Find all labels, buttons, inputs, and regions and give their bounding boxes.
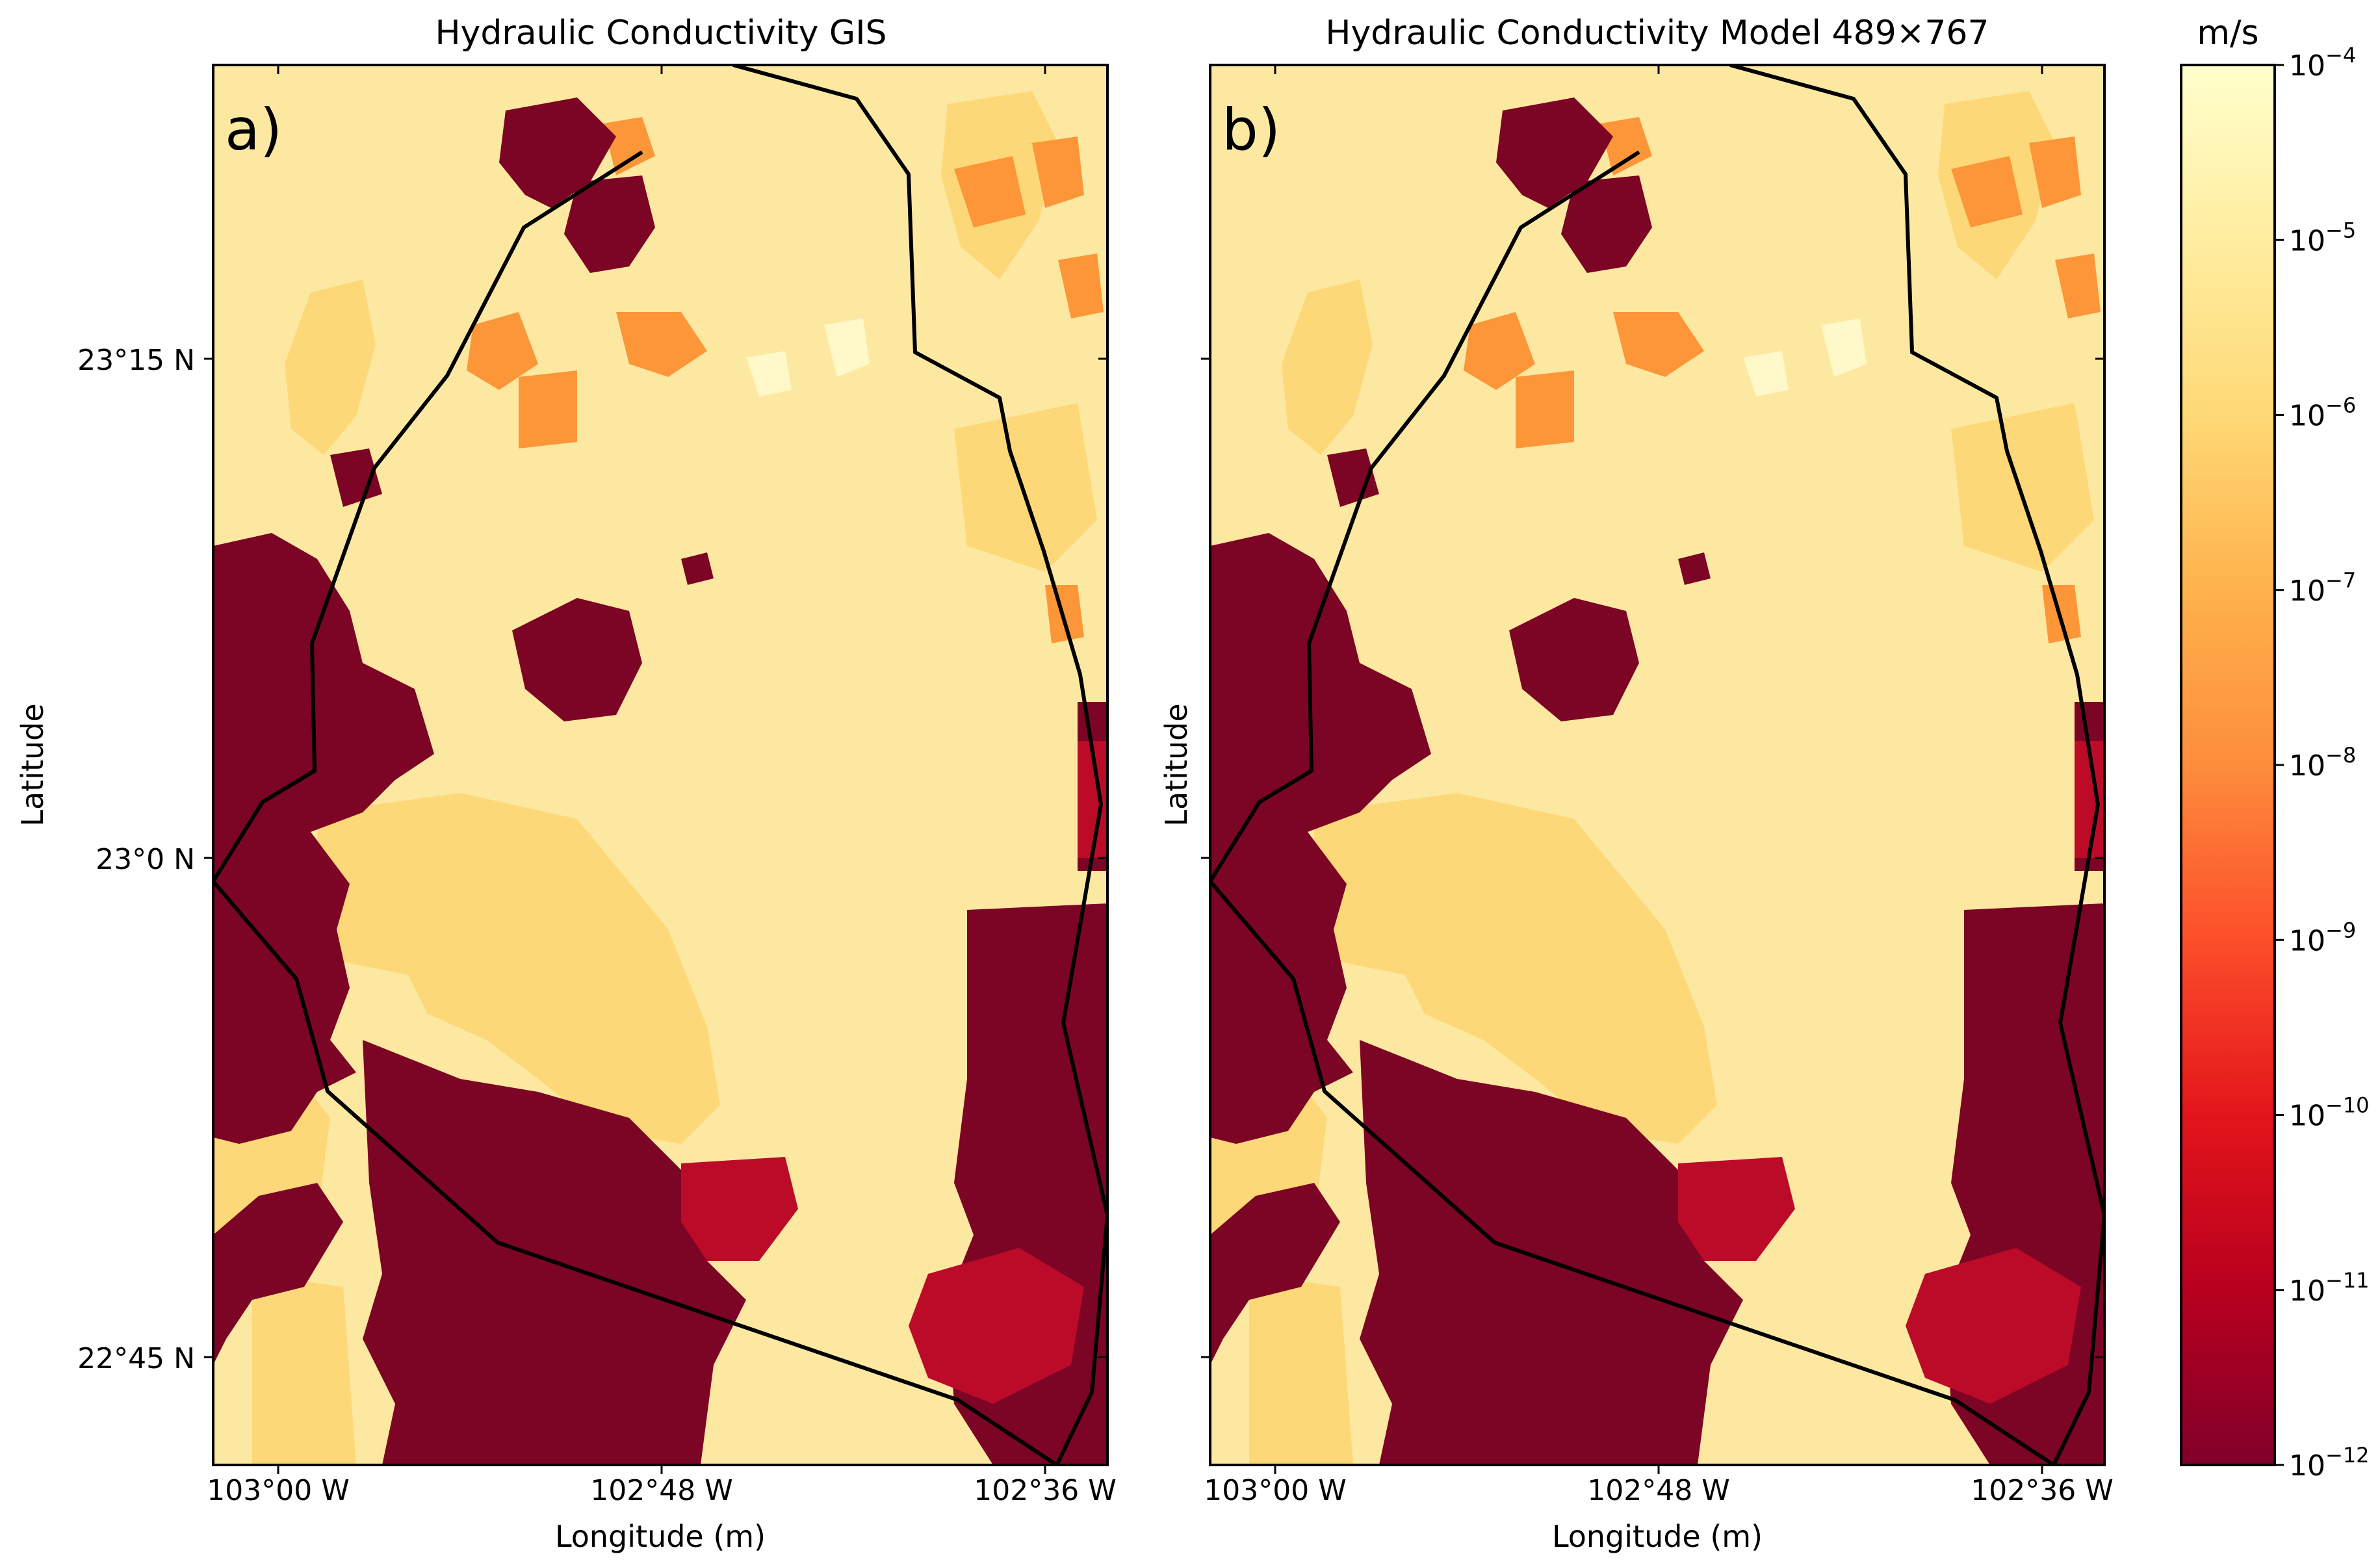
colorbar-tick-label: 10−11 — [2289, 1268, 2370, 1308]
panel-b-title: Hydraulic Conductivity Model 489×767 — [1325, 14, 1989, 53]
colorbar-tick-label: 10−6 — [2289, 393, 2356, 433]
panel-a-xlabel: Longitude (m) — [555, 1519, 766, 1554]
panel-a-map-area: a) — [204, 64, 1109, 1474]
panel-a-ylabel: Latitude — [15, 703, 50, 826]
colorbar-ticks: 10−4 10−5 10−6 10−7 10−8 10−9 10−10 10−11 10−12 — [2275, 43, 2370, 1483]
colorbar-tick-label: 10−9 — [2289, 918, 2356, 957]
panel-a-lat-tick-3: 22°45 N — [77, 1342, 195, 1375]
panel-a-lat-tick-2: 23°0 N — [96, 843, 195, 876]
colorbar-unit: m/s — [2197, 14, 2258, 53]
panel-b-map-area: b) — [1201, 64, 2106, 1474]
colorbar-tick-label: 10−5 — [2289, 218, 2356, 257]
colorbar-tick-label: 10−7 — [2289, 568, 2356, 608]
panel-a-lon-tick-2: 102°48 W — [590, 1474, 732, 1507]
panel-a-lat-tick-1: 23°15 N — [77, 344, 195, 377]
colorbar: m/s 10−410−510−610−710−810−910−1010−1110… — [2180, 14, 2370, 1483]
panel-b-ylabel: Latitude — [1159, 703, 1194, 826]
panel-b-lon-tick-3: 102°36 W — [1971, 1474, 2113, 1507]
colorbar-tick-label: 10−12 — [2289, 1443, 2370, 1483]
panel-a: Hydraulic Conductivity GIS a) 23°15 N 2 — [15, 14, 1117, 1554]
panel-a-lon-tick-1: 103°00 W — [207, 1474, 349, 1507]
colorbar-tick-label: 10−10 — [2289, 1093, 2370, 1133]
panel-a-frame — [212, 64, 1109, 1466]
panel-b-xlabel: Longitude (m) — [1552, 1519, 1763, 1554]
colorbar-gradient — [2180, 64, 2276, 1466]
panel-a-label: a) — [225, 96, 282, 163]
colorbar-tick-label: 10−8 — [2289, 743, 2356, 783]
panel-b-frame — [1209, 64, 2106, 1466]
panel-a-title: Hydraulic Conductivity GIS — [435, 14, 886, 53]
panel-b-lon-tick-1: 103°00 W — [1204, 1474, 1346, 1507]
panel-b-label: b) — [1222, 96, 1280, 163]
panel-b: Hydraulic Conductivity Model 489×767 b) … — [1159, 14, 2114, 1554]
panel-b-lon-tick-2: 102°48 W — [1587, 1474, 1729, 1507]
panel-a-lon-tick-3: 102°36 W — [974, 1474, 1116, 1507]
colorbar-tick-label: 10−4 — [2289, 43, 2356, 83]
